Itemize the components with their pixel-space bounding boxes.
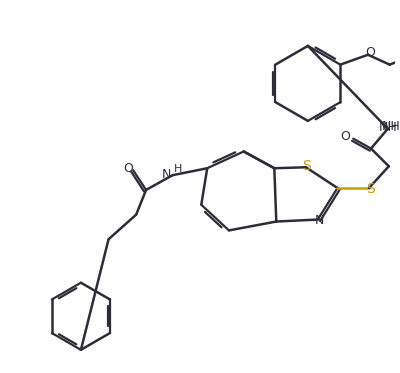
Text: NH: NH [378, 121, 397, 134]
Text: S: S [302, 159, 311, 173]
Text: NH: NH [381, 120, 400, 133]
Text: N: N [315, 214, 324, 227]
Text: O: O [123, 162, 133, 175]
Text: S: S [366, 182, 374, 196]
Text: O: O [365, 46, 375, 59]
Text: N: N [161, 168, 171, 181]
Text: O: O [340, 130, 350, 143]
Text: H: H [174, 164, 182, 174]
